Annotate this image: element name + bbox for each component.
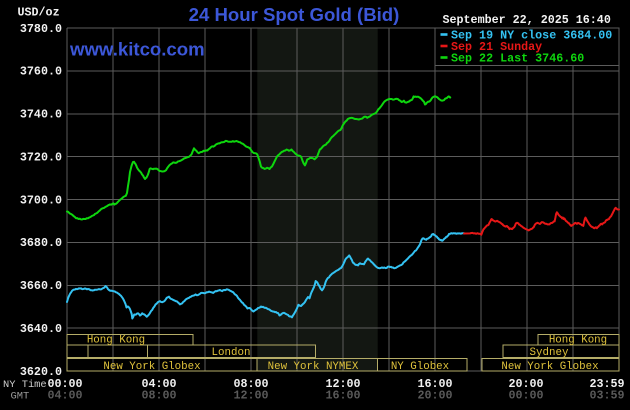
svg-text:London: London <box>212 347 251 359</box>
svg-text:20:00: 20:00 <box>508 377 543 391</box>
svg-text:3780.0: 3780.0 <box>20 22 62 36</box>
svg-text:3660.0: 3660.0 <box>20 279 62 293</box>
svg-text:Hong Kong: Hong Kong <box>549 335 607 347</box>
svg-text:New York Globex: New York Globex <box>501 361 598 373</box>
svg-text:3640.0: 3640.0 <box>20 322 62 336</box>
svg-text:September 22, 2025 16:40: September 22, 2025 16:40 <box>443 13 611 27</box>
svg-text:Hong Kong: Hong Kong <box>87 335 145 347</box>
svg-text:08:00: 08:00 <box>141 389 176 403</box>
svg-text:Sep 21 Sunday: Sep 21 Sunday <box>451 40 542 54</box>
svg-text:Sep 19 NY close 3684.00: Sep 19 NY close 3684.00 <box>451 29 612 43</box>
svg-text:24 Hour Spot Gold (Bid): 24 Hour Spot Gold (Bid) <box>189 4 400 25</box>
svg-text:3700.0: 3700.0 <box>20 193 62 207</box>
svg-text:12:00: 12:00 <box>233 389 268 403</box>
svg-text:New York NYMEX: New York NYMEX <box>268 361 359 373</box>
svg-text:16:00: 16:00 <box>325 389 360 403</box>
svg-text:3680.0: 3680.0 <box>20 236 62 250</box>
svg-text:04:00: 04:00 <box>47 389 82 403</box>
svg-text:3720.0: 3720.0 <box>20 150 62 164</box>
svg-text:3740.0: 3740.0 <box>20 108 62 122</box>
svg-text:New York Globex: New York Globex <box>103 361 200 373</box>
svg-text:USD/oz: USD/oz <box>18 5 60 19</box>
svg-text:Sydney: Sydney <box>530 347 569 359</box>
svg-text:GMT: GMT <box>11 391 30 403</box>
svg-text:NY Time: NY Time <box>3 379 47 391</box>
svg-text:23:59: 23:59 <box>589 377 624 391</box>
svg-text:00:00: 00:00 <box>508 389 543 403</box>
svg-text:3760.0: 3760.0 <box>20 65 62 79</box>
svg-text:08:00: 08:00 <box>233 377 268 391</box>
svg-text:20:00: 20:00 <box>417 389 452 403</box>
svg-text:03:59: 03:59 <box>589 389 624 403</box>
svg-text:00:00: 00:00 <box>47 377 82 391</box>
svg-text:16:00: 16:00 <box>417 377 452 391</box>
svg-text:12:00: 12:00 <box>325 377 360 391</box>
svg-text:3620.0: 3620.0 <box>20 365 62 379</box>
svg-text:Sep 22 Last 3746.60: Sep 22 Last 3746.60 <box>451 52 584 66</box>
svg-text:04:00: 04:00 <box>141 377 176 391</box>
svg-text:www.kitco.com: www.kitco.com <box>69 39 205 60</box>
svg-text:NY Globex: NY Globex <box>391 361 449 373</box>
